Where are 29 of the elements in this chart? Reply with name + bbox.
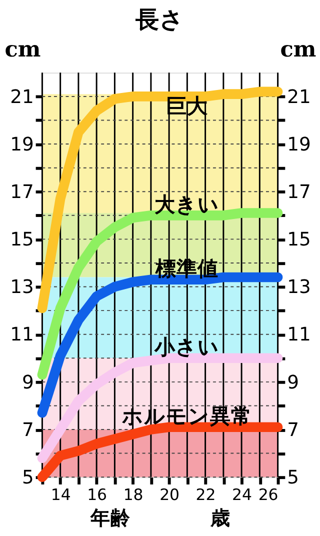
y2-tick-label: 7 xyxy=(287,420,299,441)
y-tick-label: 7 xyxy=(22,420,34,441)
x-axis-title: 年齢 歳 xyxy=(89,506,230,530)
y2-tick-label: 19 xyxy=(287,134,311,156)
y2-tick-label: 17 xyxy=(287,182,311,203)
chart-title: 長さ xyxy=(134,6,184,34)
y-tick-label: 9 xyxy=(22,372,34,394)
y-tick-label: 21 xyxy=(10,86,34,108)
y-tick-label: 11 xyxy=(10,324,34,346)
x-tick-label: 18 xyxy=(123,485,144,504)
y-tick-label: 17 xyxy=(10,182,34,203)
y2-tick-label: 15 xyxy=(287,230,311,251)
y2-tick-label: 11 xyxy=(287,324,311,346)
x-tick-label: 14 xyxy=(50,485,71,504)
y2-axis-title: cm xyxy=(280,37,316,62)
y-tick-label: 15 xyxy=(10,230,34,251)
x-tick-label: 16 xyxy=(87,485,108,504)
y-tick-label: 13 xyxy=(10,277,34,298)
y2-tick-label: 9 xyxy=(287,372,299,394)
y-axis-title: cm xyxy=(4,37,41,62)
y-tick-label: 19 xyxy=(10,134,34,156)
y2-tick-label: 21 xyxy=(287,86,311,108)
y2-tick-label: 5 xyxy=(287,467,299,488)
x-tick-label: 20 xyxy=(160,485,180,504)
y2-tick-label: 13 xyxy=(287,277,311,298)
x-tick-label: 22 xyxy=(196,485,216,504)
x-tick-label: 24 xyxy=(232,485,252,504)
y-tick-label: 5 xyxy=(22,467,34,488)
x-tick-label: 26 xyxy=(258,485,278,504)
